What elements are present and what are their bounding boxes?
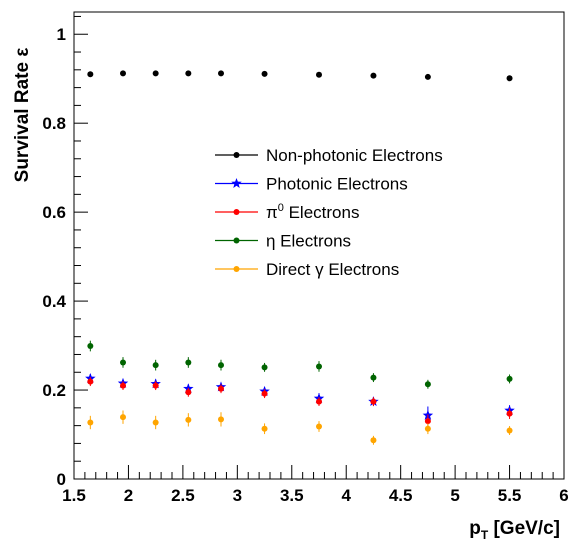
legend-label-rest: Electrons <box>284 203 360 222</box>
legend-label: Direct γ Electrons <box>266 260 399 279</box>
data-point <box>506 75 513 82</box>
y-tick-label: 1 <box>57 25 66 44</box>
data-point <box>370 398 377 405</box>
data-point <box>152 362 159 369</box>
data-point <box>185 359 192 366</box>
legend-marker <box>233 209 240 215</box>
legend-label: Non-photonic Electrons <box>266 146 443 165</box>
x-tick-label: 4.5 <box>389 486 413 505</box>
data-point <box>152 70 159 77</box>
legend-marker <box>233 266 240 272</box>
y-tick-label: 0.4 <box>42 292 66 311</box>
legend-label: η Electrons <box>266 232 351 251</box>
data-point <box>87 71 94 78</box>
y-tick-label: 0 <box>57 470 66 489</box>
data-point <box>87 343 94 350</box>
series-group <box>87 340 513 389</box>
legend-label-sup: 0 <box>278 202 284 214</box>
data-point <box>185 70 192 77</box>
legend-label-base: π <box>266 203 278 222</box>
tick-labels: 1.5 2 2.5 3 3.5 4 4.5 5 5.5 6 0 0.2 0.4 0.6 0.8 1 <box>42 25 568 505</box>
data-point <box>506 410 513 417</box>
y-axis-title: Survival Rate ε <box>12 48 33 183</box>
x-tick-label: 5 <box>450 486 459 505</box>
data-point <box>424 418 431 425</box>
data-point <box>316 363 322 370</box>
data-point <box>370 437 377 444</box>
data-point <box>261 70 268 77</box>
data-point <box>261 364 268 371</box>
legend-marker <box>231 178 242 188</box>
data-point <box>370 72 377 79</box>
data-point <box>261 390 268 397</box>
data-point <box>316 423 322 430</box>
x-tick-label: 5.5 <box>498 486 522 505</box>
x-axis-title-main: p <box>469 518 481 539</box>
x-tick-label: 3 <box>233 486 242 505</box>
legend: Non-photonic Electrons Photonic Electrons… <box>215 146 443 279</box>
data-point <box>218 362 224 369</box>
data-point <box>424 425 431 432</box>
data-point <box>185 389 192 396</box>
series-group <box>87 377 513 428</box>
y-tick-label: 0.6 <box>42 203 66 222</box>
data-point <box>316 71 322 78</box>
x-tick-label: 3.5 <box>280 486 304 505</box>
series-group <box>87 70 513 82</box>
data-point <box>152 419 159 426</box>
legend-label: π0 Electrons <box>266 202 359 222</box>
x-tick-label: 2.5 <box>171 486 195 505</box>
series-group <box>85 372 515 425</box>
data-point <box>424 381 431 388</box>
x-axis-title-rest: [GeV/c] <box>488 518 560 539</box>
data-point <box>120 414 126 421</box>
y-tick-label: 0.2 <box>42 381 66 400</box>
legend-marker <box>233 152 240 158</box>
axis-ticks <box>73 15 565 480</box>
data-point <box>506 427 513 434</box>
y-tick-label: 0.8 <box>42 114 66 133</box>
data-point <box>87 419 94 426</box>
x-axis-title-sub: T <box>481 528 489 542</box>
data-point <box>218 416 224 423</box>
data-point <box>218 385 224 392</box>
data-point <box>316 398 322 405</box>
data-point <box>424 73 431 80</box>
x-axis-title: pT [GeV/c] <box>469 518 560 542</box>
data-point <box>120 359 126 366</box>
x-tick-label: 4 <box>341 486 351 505</box>
plot-frame <box>73 11 565 480</box>
legend-marker <box>233 237 240 244</box>
data-point <box>370 374 377 381</box>
x-tick-label: 1.5 <box>62 486 86 505</box>
data-point <box>261 425 268 432</box>
data-point <box>185 416 192 423</box>
data-points <box>85 70 515 445</box>
data-point <box>506 375 513 382</box>
legend-label: Photonic Electrons <box>266 175 408 194</box>
x-tick-label: 2 <box>124 486 133 505</box>
data-point <box>87 378 94 385</box>
data-point <box>152 382 159 389</box>
data-point <box>218 70 224 77</box>
data-point <box>120 382 126 389</box>
data-point <box>120 70 126 77</box>
x-tick-label: 6 <box>559 486 568 505</box>
series-group <box>87 410 513 445</box>
